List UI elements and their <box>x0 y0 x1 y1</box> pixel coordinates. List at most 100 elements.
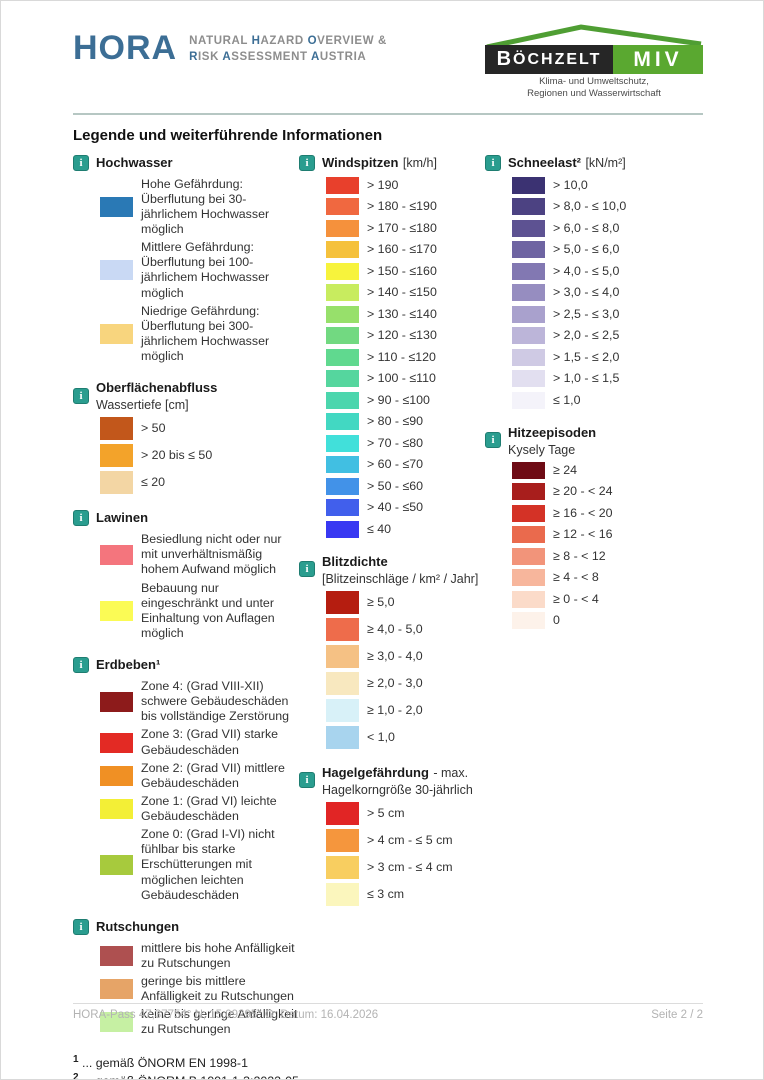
legend-label: mittlere bis hohe Anfälligkeit zu Rutsch… <box>141 940 295 970</box>
legend-section-erdbeben: i Erdbeben¹ Zone 4: (Grad VIII-XII) schwer… <box>73 656 299 903</box>
legend-item: ≥ 4 - < 8 <box>512 569 711 587</box>
legend-label: Bebauung nur eingeschränkt und unter Ein… <box>141 580 275 640</box>
legend-label: 0 <box>553 613 560 628</box>
legend-item: geringe bis mittlere Anfälligkeit zu Rut… <box>100 974 299 1004</box>
legend-label: Niedrige Gefährdung: Überflutung bei 300… <box>141 303 270 364</box>
legend-label: ≤ 1,0 <box>553 392 581 407</box>
legend-item: > 1,0 - ≤ 1,5 <box>512 370 711 388</box>
legend-swatch <box>326 348 359 366</box>
partner-name-initial: B <box>496 48 514 70</box>
info-icon[interactable]: i <box>299 561 315 578</box>
legend-item: > 140 - ≤150 <box>326 284 485 302</box>
section-titles: Schneelast² [kN/m²] <box>508 154 626 172</box>
partner-subtitle-line1: Klima- und Umweltschutz, <box>539 76 649 87</box>
partner-logo: B ÖCHZELT MIV Klima- und Umweltschutz, Re… <box>485 23 703 101</box>
legend-swatch <box>326 644 359 668</box>
legend-swatch <box>100 1012 133 1033</box>
info-icon[interactable]: i <box>73 387 89 404</box>
legend-item: > 10,0 <box>512 176 711 194</box>
legend-label: Zone 1: (Grad VI) leichte Gebäudeschäden <box>141 793 277 824</box>
legend-swatch <box>326 262 359 280</box>
legend-item: > 3 cm - ≤ 4 cm <box>326 855 485 879</box>
legend-item: ≤ 40 <box>326 520 485 538</box>
legend-swatch <box>326 241 359 259</box>
legend-label: > 1,5 - ≤ 2,0 <box>553 349 620 364</box>
legend-item: Zone 1: (Grad VI) leichte Gebäudeschäden <box>100 794 299 824</box>
roof-icon <box>486 24 702 49</box>
legend-swatch <box>326 370 359 388</box>
legend-swatch <box>512 305 545 323</box>
legend-column-2: i Windspitzen [km/h] > 190 > 180 - ≤190 > 17… <box>299 154 485 921</box>
legend-swatch <box>326 671 359 695</box>
legend-item: > 190 <box>326 176 485 194</box>
section-header: i Rutschungen <box>73 918 299 936</box>
legend-label: > 2,0 - ≤ 2,5 <box>553 328 620 343</box>
section-title: Erdbeben¹ <box>96 657 161 673</box>
legend-label: ≥ 3,0 - 4,0 <box>367 648 423 663</box>
info-icon[interactable]: i <box>485 432 501 449</box>
legend-label: > 80 - ≤90 <box>367 414 424 429</box>
legend-item: > 4,0 - ≤ 5,0 <box>512 262 711 280</box>
legend-label: > 3,0 - ≤ 4,0 <box>553 285 620 300</box>
legend-label: Hohe Gefährdung: Überflutung bei 30-jähr… <box>141 176 270 237</box>
legend-swatch <box>326 198 359 216</box>
legend-swatch <box>512 391 545 409</box>
hora-wordmark: HORA <box>73 29 178 68</box>
legend-label: > 8,0 - ≤ 10,0 <box>553 199 627 214</box>
legend-label: ≥ 5,0 <box>367 594 395 609</box>
section-titles: Oberflächenabfluss Wassertiefe [cm] <box>96 379 217 412</box>
info-icon[interactable]: i <box>73 510 89 527</box>
info-icon[interactable]: i <box>73 657 89 674</box>
legend-item: > 110 - ≤120 <box>326 348 485 366</box>
tagline-accent-letter: A <box>222 50 232 63</box>
legend-item: keine bis geringe Anfälligkeit zu Rutsch… <box>100 1007 299 1037</box>
legend-rows: > 190 > 180 - ≤190 > 170 - ≤180 > 160 - ≤17… <box>299 176 485 538</box>
section-subtitle: Hagelkorngröße 30-jährlich <box>322 782 473 797</box>
info-icon[interactable]: i <box>73 918 89 935</box>
legend-label: > 110 - ≤120 <box>367 349 436 364</box>
legend-swatch <box>100 765 133 786</box>
legend-label: > 3 cm - ≤ 4 cm <box>367 859 453 874</box>
info-icon[interactable]: i <box>485 154 501 171</box>
hora-tagline: NATURAL HAZARD OVERVIEW & RISK ASSESSMEN… <box>189 34 387 65</box>
section-subtitle: Kysely Tage <box>508 442 576 457</box>
legend-item: ≥ 5,0 <box>326 590 485 614</box>
info-icon[interactable]: i <box>299 772 315 789</box>
partner-subtitle: Klima- und Umweltschutz, Regionen und Wa… <box>485 76 703 101</box>
legend-swatch <box>512 348 545 366</box>
legend-label: Zone 0: (Grad I-VI) nicht fühlbar bis st… <box>141 827 275 902</box>
legend-label: > 70 - ≤80 <box>367 435 424 450</box>
info-icon[interactable]: i <box>73 154 89 171</box>
legend-label: ≤ 40 <box>367 521 392 536</box>
legend-swatch <box>512 547 545 565</box>
legend-label: Besiedlung nicht oder nur mit unverhältn… <box>141 532 282 577</box>
legend-label: ≥ 20 - < 24 <box>553 484 613 499</box>
legend-column-3: i Schneelast² [kN/m²] > 10,0 > 8,0 - ≤ 10,0… <box>485 154 711 645</box>
legend-swatch <box>512 504 545 522</box>
info-icon[interactable]: i <box>299 154 315 171</box>
legend-swatch <box>326 725 359 749</box>
section-header: i Lawinen <box>73 509 299 527</box>
legend-section-rutschungen: i Rutschungen mittlere bis hohe Anfälligke… <box>73 918 299 1038</box>
section-title: Rutschungen <box>96 918 180 934</box>
section-titles: Erdbeben¹ <box>96 656 160 674</box>
legend-label: Mittlere Gefährdung: Überflutung bei 100… <box>141 240 270 300</box>
section-header: i Windspitzen [km/h] <box>299 154 485 172</box>
legend-swatch <box>100 260 133 281</box>
legend-label: > 90 - ≤100 <box>367 392 430 407</box>
section-header: i Hagelgefährdung - max. Hagelkorngröße 30… <box>299 764 485 797</box>
tagline-accent-letter: R <box>189 50 199 63</box>
legend-item: > 170 - ≤180 <box>326 219 485 237</box>
legend-swatch <box>512 219 545 237</box>
legend-label: ≥ 2,0 - 3,0 <box>367 675 423 690</box>
legend-item: Bebauung nur eingeschränkt und unter Ein… <box>100 581 299 642</box>
footnotes: 1 ... gemäß ÖNORM EN 1998-12 ... gemäß Ö… <box>73 1053 299 1079</box>
section-title: Lawinen <box>96 510 149 526</box>
legend-item: > 4 cm - ≤ 5 cm <box>326 828 485 852</box>
legend-swatch <box>512 483 545 501</box>
legend-label: > 10,0 <box>553 177 588 192</box>
legend-swatch <box>326 520 359 538</box>
section-title: Oberflächenabfluss <box>96 380 218 396</box>
legend-swatch <box>326 434 359 452</box>
legend-swatch <box>326 413 359 431</box>
